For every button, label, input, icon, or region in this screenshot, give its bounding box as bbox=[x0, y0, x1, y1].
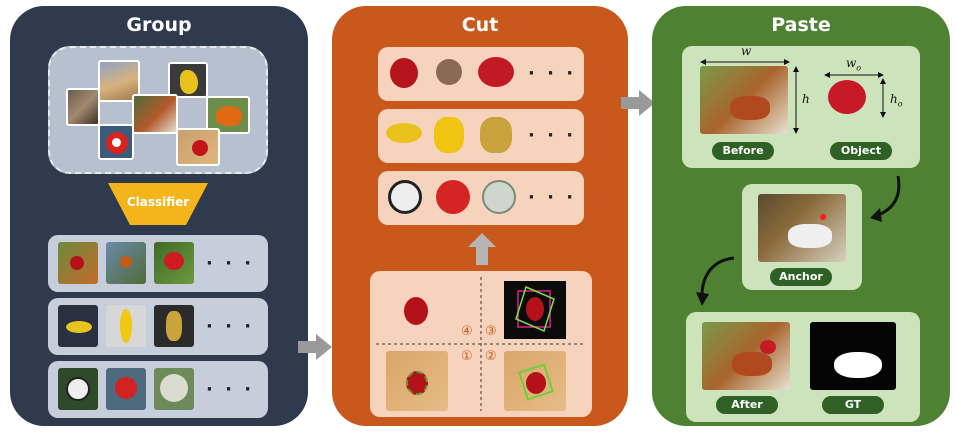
step-4-marker: ④ bbox=[461, 324, 473, 339]
ball-cutout bbox=[436, 180, 470, 214]
ladybug-cutout bbox=[436, 59, 462, 85]
after-image bbox=[702, 322, 790, 390]
object-width-sub: o bbox=[856, 63, 862, 73]
ladybug-image bbox=[176, 128, 220, 166]
cut-row-ladybug: · · · bbox=[378, 47, 584, 101]
group-banana-ellipsis: · · · bbox=[206, 316, 255, 337]
ball-cutout bbox=[388, 180, 422, 214]
banana-image bbox=[168, 62, 208, 98]
banana-thumb bbox=[154, 305, 194, 347]
object-height-sub: o bbox=[897, 99, 903, 109]
ladybug-thumb bbox=[106, 242, 146, 284]
group-row-ball: · · · bbox=[48, 361, 268, 418]
after-label: After bbox=[716, 396, 778, 414]
group-row-banana: · · · bbox=[48, 298, 268, 355]
ball-cutout bbox=[482, 180, 516, 214]
object-height-label: ho bbox=[890, 92, 903, 108]
group-panel: Group Classifier · · · · · · bbox=[10, 6, 308, 426]
ladybug-thumb bbox=[154, 242, 194, 284]
step-3-marker: ③ bbox=[485, 324, 497, 339]
masked-ladybug-box bbox=[504, 281, 566, 339]
soccer-ball-image bbox=[98, 124, 134, 160]
gt-mask-image bbox=[810, 322, 896, 390]
width-dimension-icon bbox=[700, 59, 790, 65]
object-height-dimension-icon bbox=[880, 78, 886, 118]
ball-thumb bbox=[106, 368, 146, 410]
ladybug-cutout bbox=[390, 58, 418, 88]
paste-title: Paste bbox=[771, 14, 831, 36]
cut-banana-ellipsis: · · · bbox=[528, 125, 577, 146]
ladybug-contour-image bbox=[386, 351, 448, 411]
anchor-label: Anchor bbox=[770, 268, 832, 286]
before-object-card: w h wo ho Before Object bbox=[682, 44, 920, 168]
classifier-label: Classifier bbox=[126, 195, 190, 209]
ball-thumb bbox=[154, 368, 194, 410]
anchor-card: Anchor bbox=[742, 184, 862, 290]
height-label: h bbox=[802, 92, 810, 106]
ladybug-cutout bbox=[478, 57, 514, 87]
arrow-up-icon bbox=[468, 233, 496, 265]
cut-row-banana: · · · bbox=[378, 109, 584, 163]
ball-thumb bbox=[58, 368, 98, 410]
after-gt-card: After GT bbox=[686, 312, 920, 422]
object-height-base: h bbox=[890, 92, 898, 106]
step-1-marker: ① bbox=[461, 349, 473, 364]
object-width-label: wo bbox=[846, 56, 861, 72]
object-ladybug bbox=[828, 80, 866, 114]
group-title: Group bbox=[126, 14, 192, 36]
arrow-right-icon bbox=[298, 334, 332, 360]
group-ball-ellipsis: · · · bbox=[206, 379, 255, 400]
before-image bbox=[700, 66, 788, 134]
height-dimension-icon bbox=[793, 66, 799, 134]
butterfly-image bbox=[206, 96, 250, 134]
banana-cutout bbox=[386, 123, 422, 143]
group-ladybug-ellipsis: · · · bbox=[206, 253, 255, 274]
arrow-right-icon bbox=[621, 90, 655, 116]
step-2-marker: ② bbox=[485, 349, 497, 364]
redpanda-image bbox=[132, 94, 178, 134]
cut-panel: Cut · · · · · · · · · bbox=[332, 6, 628, 426]
ladybug-box-image bbox=[504, 351, 566, 411]
object-width-base: w bbox=[846, 56, 857, 70]
curved-arrow-icon bbox=[696, 256, 735, 306]
cut-row-ball: · · · bbox=[378, 171, 584, 225]
banana-thumb bbox=[106, 305, 146, 347]
cut-title: Cut bbox=[461, 14, 499, 36]
step-dividers bbox=[376, 277, 586, 411]
curved-arrow-icon bbox=[870, 175, 901, 222]
extracted-ladybug bbox=[404, 297, 428, 325]
bounding-box-icon bbox=[515, 285, 555, 333]
ladybug-thumb bbox=[58, 242, 98, 284]
paste-panel: Paste w h wo ho Before Object bbox=[652, 6, 950, 426]
dog-image bbox=[98, 60, 140, 102]
before-label: Before bbox=[712, 142, 774, 160]
gt-label: GT bbox=[822, 396, 884, 414]
banana-cutout bbox=[480, 117, 512, 153]
cut-steps-card: ④ ③ ① ② bbox=[370, 271, 592, 417]
object-width-dimension-icon bbox=[824, 72, 884, 78]
cut-ball-ellipsis: · · · bbox=[528, 187, 577, 208]
banana-thumb bbox=[58, 305, 98, 347]
cat-image bbox=[66, 88, 100, 126]
group-row-ladybug: · · · bbox=[48, 235, 268, 292]
banana-cutout bbox=[434, 117, 464, 153]
anchor-image bbox=[758, 194, 846, 262]
object-label: Object bbox=[830, 142, 892, 160]
cut-ladybug-ellipsis: · · · bbox=[528, 63, 577, 84]
width-label: w bbox=[741, 44, 752, 58]
unsorted-images-box bbox=[48, 46, 268, 174]
